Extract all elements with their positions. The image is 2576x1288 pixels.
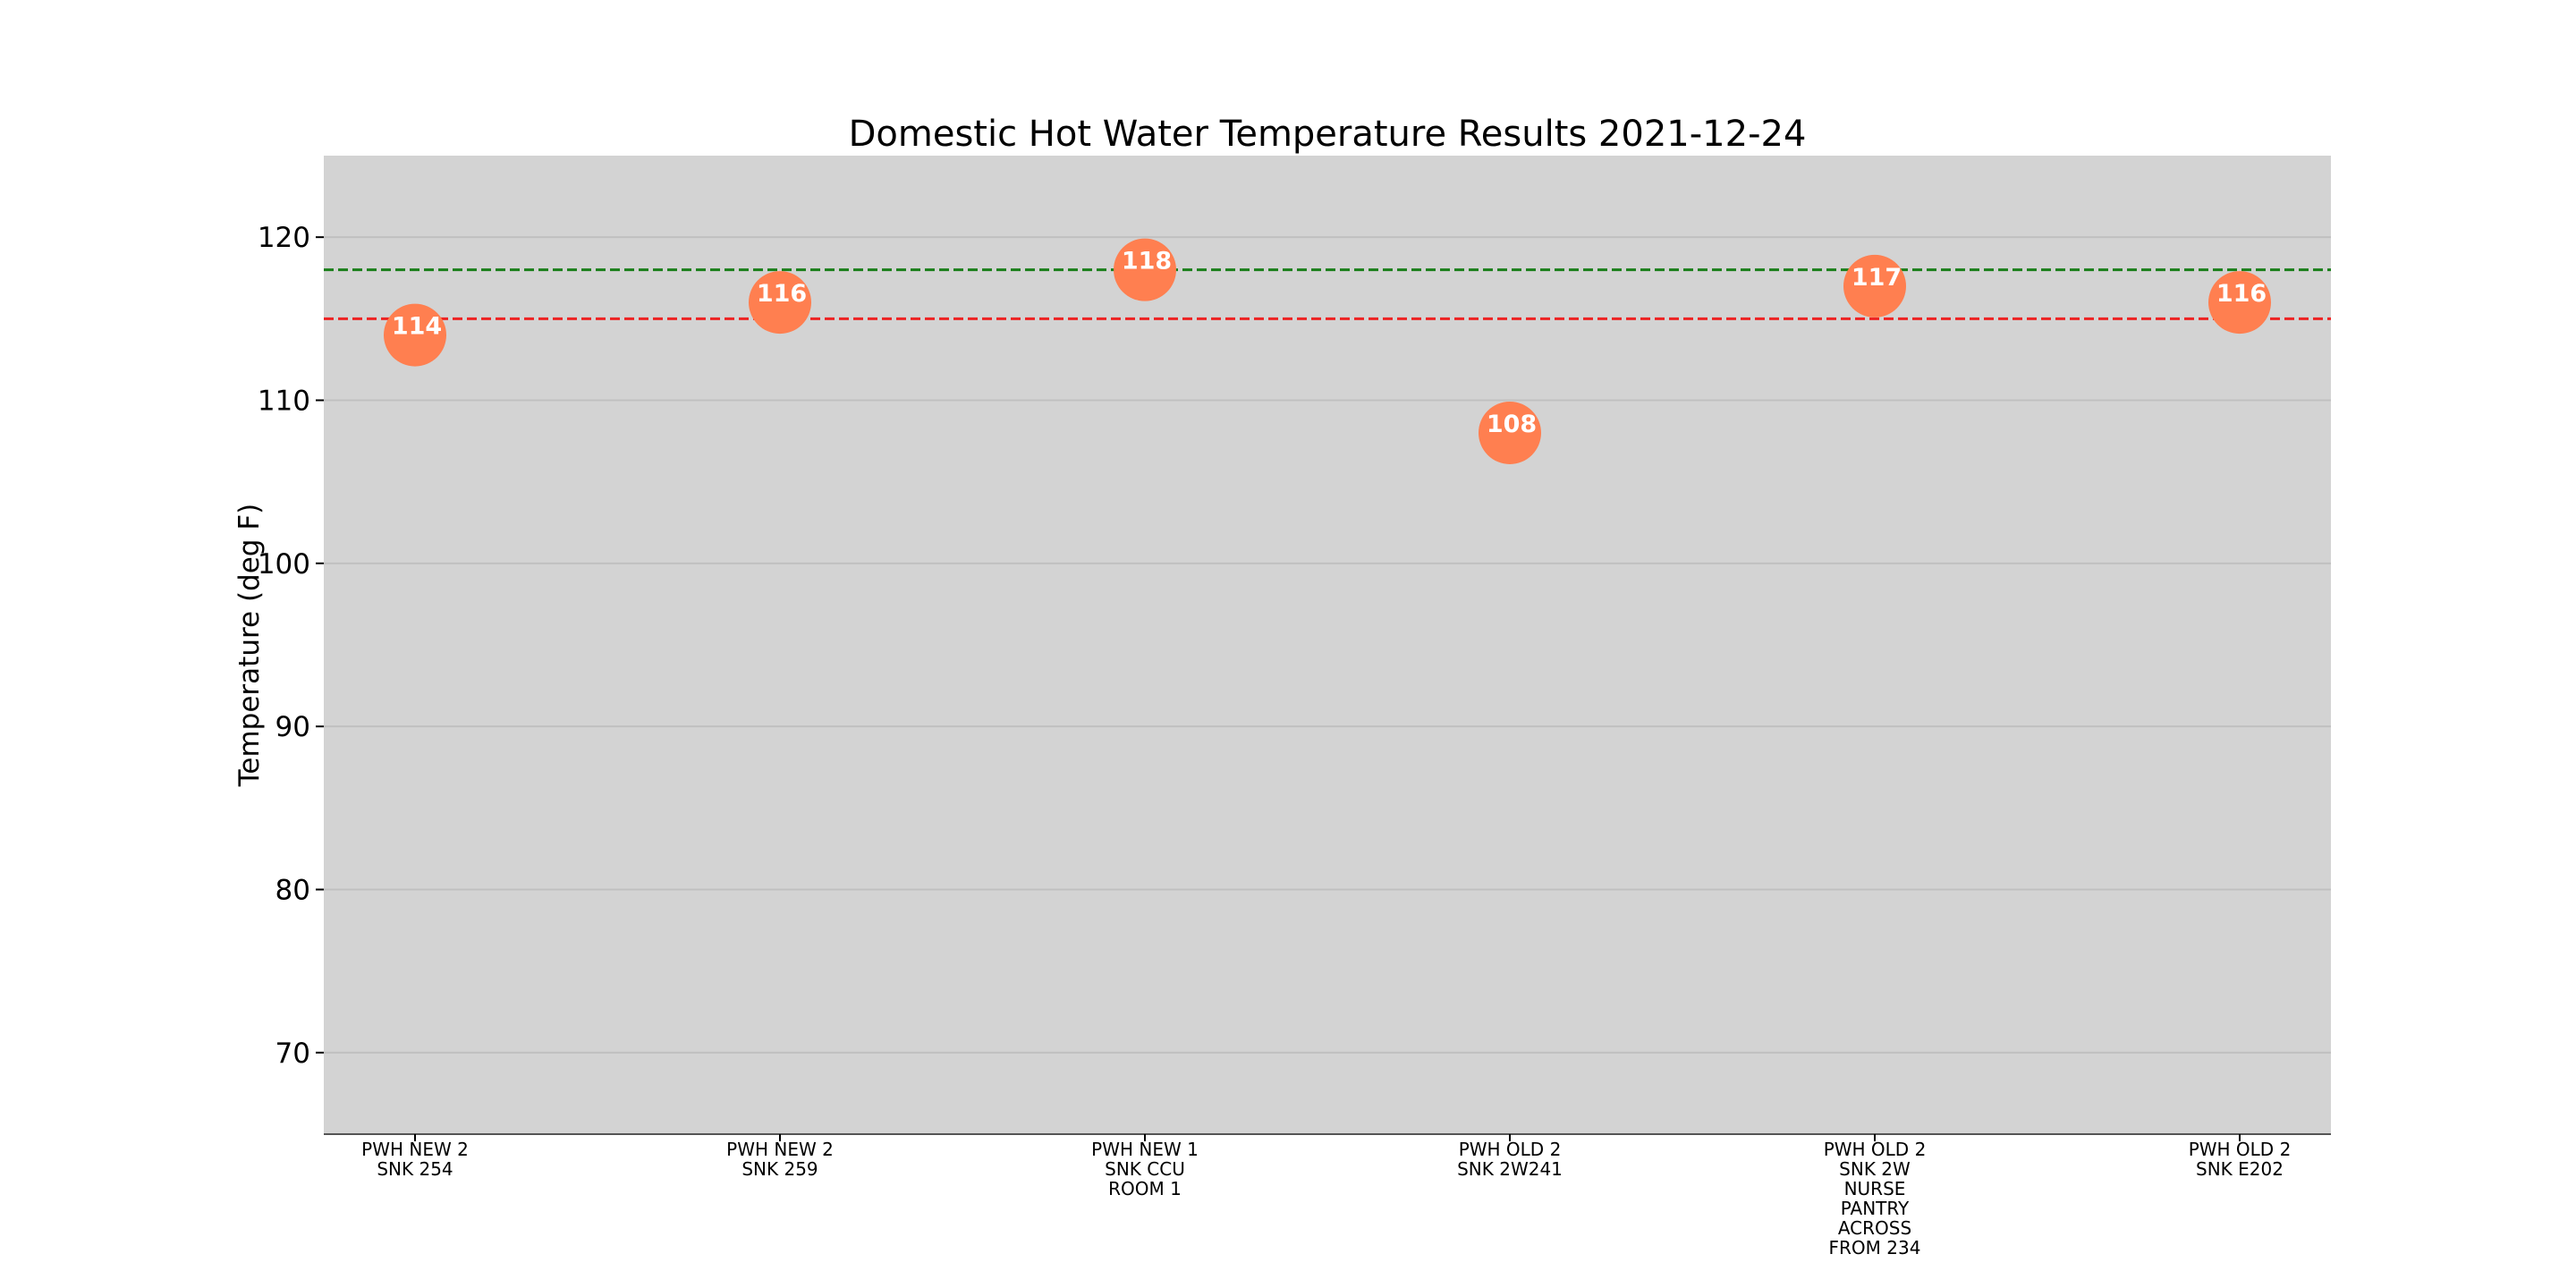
data-label: 116 — [2216, 280, 2267, 308]
data-point — [749, 271, 811, 335]
data-label: 116 — [757, 280, 807, 308]
y-axis-label: Temperature (deg F) — [233, 504, 266, 788]
y-tick-label: 110 — [258, 386, 310, 418]
x-tick-label: PWH OLD 2 SNK 2W NURSE PANTRY ACROSS FROM 234 — [1824, 1139, 1927, 1258]
data-point — [1479, 401, 1541, 464]
x-tick-label: PWH NEW 2 SNK 254 — [361, 1139, 469, 1180]
data-label: 108 — [1487, 411, 1537, 438]
data-point — [1114, 238, 1176, 301]
plot-background — [324, 156, 2331, 1134]
y-tick-label: 120 — [258, 222, 310, 254]
x-ticks: PWH NEW 2 SNK 254 PWH NEW 2 SNK 259 PWH NEW … — [361, 1134, 2291, 1258]
data-points: 114 116 118 108 117 116 — [384, 238, 2271, 464]
data-label: 118 — [1122, 248, 1172, 275]
data-point — [384, 303, 446, 367]
chart-title: Domestic Hot Water Temperature Results 2… — [849, 114, 1807, 155]
reference-lines — [324, 268, 2331, 320]
data-point — [2208, 271, 2271, 335]
y-tick-label: 90 — [275, 711, 310, 743]
data-label: 117 — [1852, 264, 1902, 292]
y-tick-label: 80 — [275, 875, 310, 907]
x-tick-label: PWH OLD 2 SNK E202 — [2189, 1139, 2292, 1180]
x-tick-label: PWH OLD 2 SNK 2W241 — [1457, 1139, 1563, 1180]
y-tick-label: 70 — [275, 1038, 310, 1070]
data-point — [1843, 254, 1906, 318]
x-tick-label: PWH NEW 2 SNK 259 — [726, 1139, 834, 1180]
x-tick-label: PWH NEW 1 SNK CCU ROOM 1 — [1091, 1139, 1199, 1199]
gridlines — [324, 236, 2331, 1054]
y-ticks: 70 80 90 100 110 120 — [258, 222, 324, 1070]
data-label: 114 — [392, 313, 442, 341]
y-tick-label: 100 — [258, 548, 310, 580]
